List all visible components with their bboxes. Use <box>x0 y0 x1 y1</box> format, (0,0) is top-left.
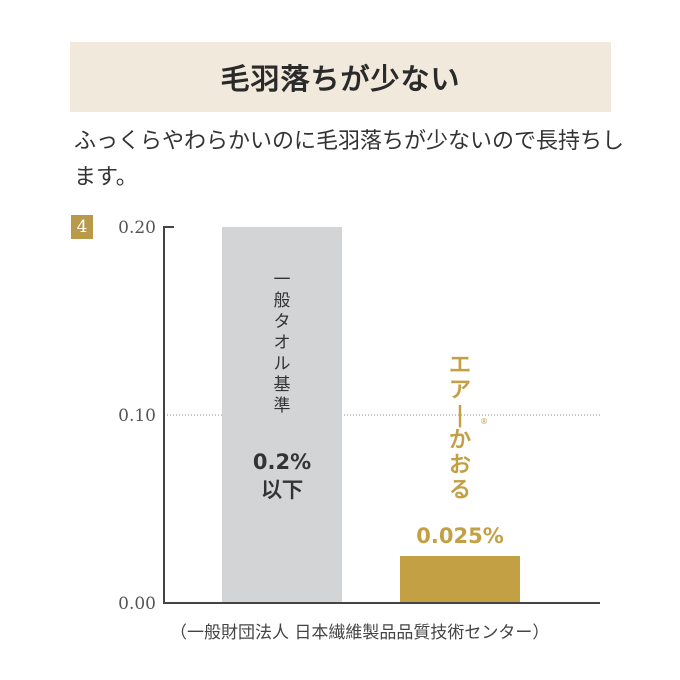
category-label-char: る <box>449 478 471 503</box>
y-tick-label: 0.20 <box>118 218 156 238</box>
category-label-char: 基 <box>274 375 291 395</box>
category-label-char: エ <box>449 353 471 378</box>
y-tick-label: 0.10 <box>118 406 156 426</box>
bar-1 <box>222 227 342 603</box>
axis <box>163 226 600 604</box>
source-note: （一般財団法人 日本繊維製品品質技術センター） <box>170 623 550 643</box>
category-label-char: 一 <box>274 270 291 290</box>
description: ふっくらやわらかいのに毛羽落ちが少ないので長持ちします。 <box>74 129 625 190</box>
category-label-char: お <box>449 453 471 478</box>
y-tick-label: 0.00 <box>118 594 156 614</box>
category-label-char: ル <box>274 354 291 374</box>
section-title: 毛羽落ちが少ない <box>220 62 461 96</box>
category-label-char: 準 <box>274 396 291 416</box>
category-label-char: 般 <box>274 291 291 311</box>
registered-mark: ® <box>480 417 488 426</box>
value-label: 0.025% <box>416 524 503 548</box>
category-label-char: タ <box>274 312 291 332</box>
value-label: 以下 <box>261 478 303 502</box>
category-label-char: オ <box>274 333 291 353</box>
category-label-char: か <box>449 428 471 453</box>
bar-2 <box>400 556 520 603</box>
category-label-char: ア <box>449 378 471 403</box>
section-header: 毛羽落ちが少ない <box>70 42 611 112</box>
category-label-char: | <box>456 403 464 428</box>
value-label: 0.2% <box>253 450 311 474</box>
figure-number-badge: 4 <box>71 215 93 239</box>
